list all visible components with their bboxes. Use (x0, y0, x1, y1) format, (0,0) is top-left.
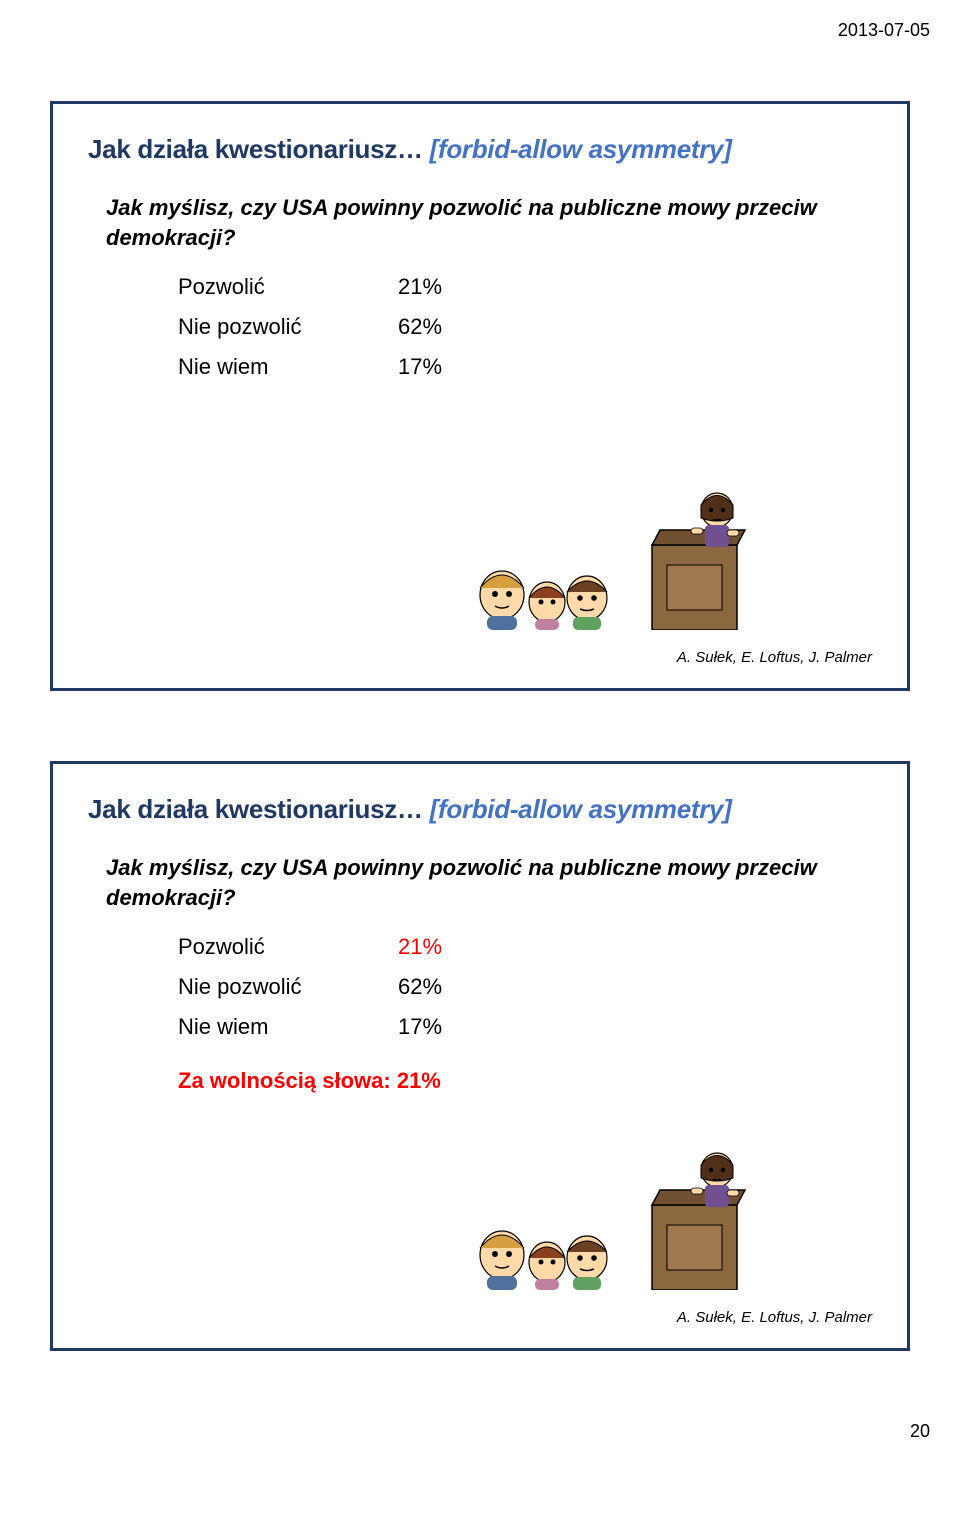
slide-2-summary: Za wolnością słowa: 21% (178, 1068, 872, 1094)
slide-1-table: Pozwolić 21% Nie pozwolić 62% Nie wiem 1… (178, 274, 872, 380)
podium (652, 1190, 745, 1290)
slide-1-title-main: Jak działa kwestionariusz… (88, 134, 423, 164)
slide-1: Jak działa kwestionariusz… [forbid-allow… (50, 101, 910, 691)
slide-2-table: Pozwolić 21% Nie pozwolić 62% Nie wiem 1… (178, 934, 872, 1040)
audience-speaker-illustration (467, 490, 767, 630)
slide-2-citation: A. Sułek, E. Loftus, J. Palmer (677, 1309, 872, 1326)
slide-1-citation: A. Sułek, E. Loftus, J. Palmer (677, 649, 872, 666)
audience-figure (480, 1231, 524, 1290)
podium (652, 530, 745, 630)
audience-figure (567, 576, 607, 630)
slide-2-title: Jak działa kwestionariusz… [forbid-allow… (88, 794, 872, 825)
table-row: Nie pozwolić 62% (178, 314, 872, 340)
slide-1-title: Jak działa kwestionariusz… [forbid-allow… (88, 134, 872, 165)
page-date: 2013-07-05 (50, 20, 930, 41)
slide-2-title-sub: [forbid-allow asymmetry] (430, 794, 732, 824)
row-label: Pozwolić (178, 934, 398, 960)
row-value: 62% (398, 974, 478, 1000)
audience-figure (567, 1236, 607, 1290)
table-row: Nie wiem 17% (178, 1014, 872, 1040)
table-row: Nie pozwolić 62% (178, 974, 872, 1000)
page-number: 20 (50, 1421, 930, 1442)
slide-2-title-main: Jak działa kwestionariusz… (88, 794, 423, 824)
audience-figure (480, 571, 524, 630)
row-value: 21% (398, 274, 478, 300)
row-label: Nie pozwolić (178, 974, 398, 1000)
illustration-svg (467, 490, 767, 630)
illustration-svg (467, 1150, 767, 1290)
row-label: Pozwolić (178, 274, 398, 300)
table-row: Pozwolić 21% (178, 274, 872, 300)
slide-2: Jak działa kwestionariusz… [forbid-allow… (50, 761, 910, 1351)
row-value: 17% (398, 354, 478, 380)
row-label: Nie wiem (178, 354, 398, 380)
table-row: Nie wiem 17% (178, 354, 872, 380)
audience-figure (529, 1242, 565, 1290)
slide-1-question: Jak myślisz, czy USA powinny pozwolić na… (88, 193, 872, 252)
row-label: Nie wiem (178, 1014, 398, 1040)
row-value: 62% (398, 314, 478, 340)
slide-2-question: Jak myślisz, czy USA powinny pozwolić na… (88, 853, 872, 912)
slide-1-title-sub: [forbid-allow asymmetry] (430, 134, 732, 164)
row-value: 21% (398, 934, 478, 960)
audience-figure (529, 582, 565, 630)
table-row: Pozwolić 21% (178, 934, 872, 960)
audience-speaker-illustration (467, 1150, 767, 1290)
row-label: Nie pozwolić (178, 314, 398, 340)
row-value: 17% (398, 1014, 478, 1040)
